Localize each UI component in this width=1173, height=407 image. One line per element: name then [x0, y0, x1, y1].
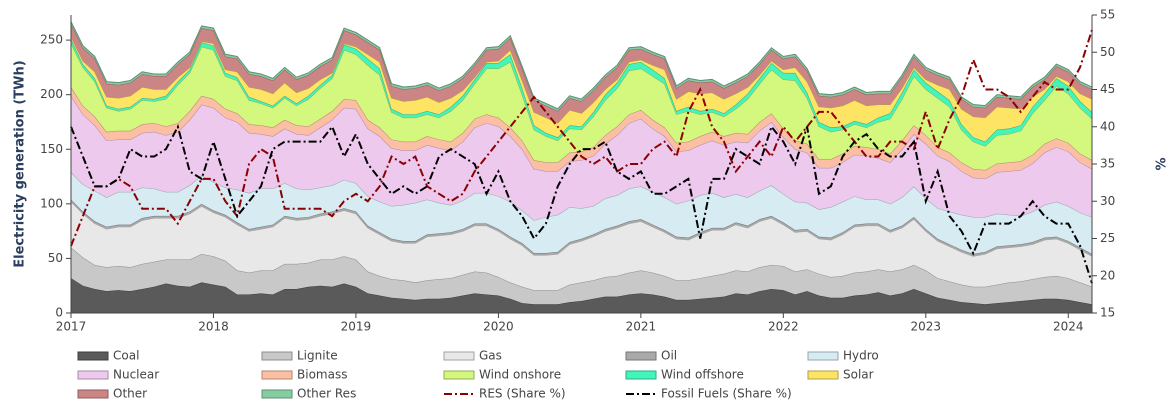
- area: [71, 36, 1092, 142]
- legend-swatch: [77, 370, 109, 380]
- share-line: [70, 124, 1093, 284]
- legend-label: Other: [113, 387, 147, 401]
- y2-tick-label: 45: [1100, 82, 1115, 96]
- legend-label: RES (Share %): [479, 387, 566, 401]
- x-tick-label: 2017: [56, 320, 87, 334]
- area: [71, 21, 1092, 112]
- area: [71, 87, 1092, 179]
- legend-swatch: [261, 351, 293, 361]
- area: [71, 172, 1092, 255]
- legend-swatch: [807, 370, 839, 380]
- y2-tick-label: 30: [1100, 194, 1115, 208]
- legend-swatch: [443, 351, 475, 361]
- legend-label: Wind onshore: [479, 368, 561, 382]
- area: [71, 95, 1092, 221]
- y2-tick-label: 55: [1100, 8, 1115, 22]
- legend-swatch: [261, 389, 293, 399]
- y2-tick-label: 40: [1100, 119, 1115, 133]
- legend-swatch: [261, 370, 293, 380]
- area: [71, 23, 1092, 124]
- legend-label: Lignite: [297, 349, 338, 363]
- y2-axis-title: %: [1155, 157, 1170, 170]
- legend-label: Oil: [661, 349, 677, 363]
- y-tick-label: 100: [40, 196, 63, 210]
- legend-label: Biomass: [297, 368, 347, 382]
- area: [71, 199, 1092, 257]
- x-tick-label: 2021: [626, 320, 657, 334]
- legend-swatch: [625, 370, 657, 380]
- legend-swatch: [443, 370, 475, 380]
- area: [71, 247, 1092, 305]
- legend-swatch: [625, 351, 657, 361]
- legend-swatch: [807, 351, 839, 361]
- area: [71, 43, 1092, 171]
- area: [71, 278, 1092, 313]
- x-tick-label: 2019: [341, 320, 372, 334]
- y2-tick-label: 50: [1100, 45, 1115, 59]
- x-tick-label: 2020: [483, 320, 514, 334]
- x-tick-label: 2018: [198, 320, 229, 334]
- y-tick-label: 250: [40, 33, 63, 47]
- y2-tick-label: 15: [1100, 306, 1115, 320]
- x-tick-label: 2024: [1053, 320, 1084, 334]
- areas: [70, 21, 1093, 313]
- y-tick-label: 150: [40, 142, 63, 156]
- y2-tick-label: 20: [1100, 268, 1115, 282]
- y2-tick-label: 35: [1100, 157, 1115, 171]
- share-line: [70, 29, 1093, 247]
- area: [71, 201, 1092, 291]
- y-tick-label: 50: [48, 251, 63, 265]
- legend-label: Gas: [479, 349, 502, 363]
- y-tick-label: 200: [40, 87, 63, 101]
- legend-label: Fossil Fuels (Share %): [661, 387, 792, 401]
- legend-label: Coal: [113, 349, 139, 363]
- legend-label: Solar: [843, 368, 874, 382]
- y-axis-title: Electricity generation (TWh): [13, 60, 28, 267]
- legend-swatch: [77, 389, 109, 399]
- y2-tick-label: 25: [1100, 231, 1115, 245]
- x-tick-label: 2023: [911, 320, 942, 334]
- legend-label: Wind offshore: [661, 368, 744, 382]
- legend-label: Other Res: [297, 387, 356, 401]
- y-tick-label: 0: [55, 306, 63, 320]
- legend-swatch: [77, 351, 109, 361]
- area-edge: [70, 21, 1093, 110]
- legend-label: Hydro: [843, 349, 879, 363]
- legend-label: Nuclear: [113, 368, 159, 382]
- x-tick-label: 2022: [768, 320, 799, 334]
